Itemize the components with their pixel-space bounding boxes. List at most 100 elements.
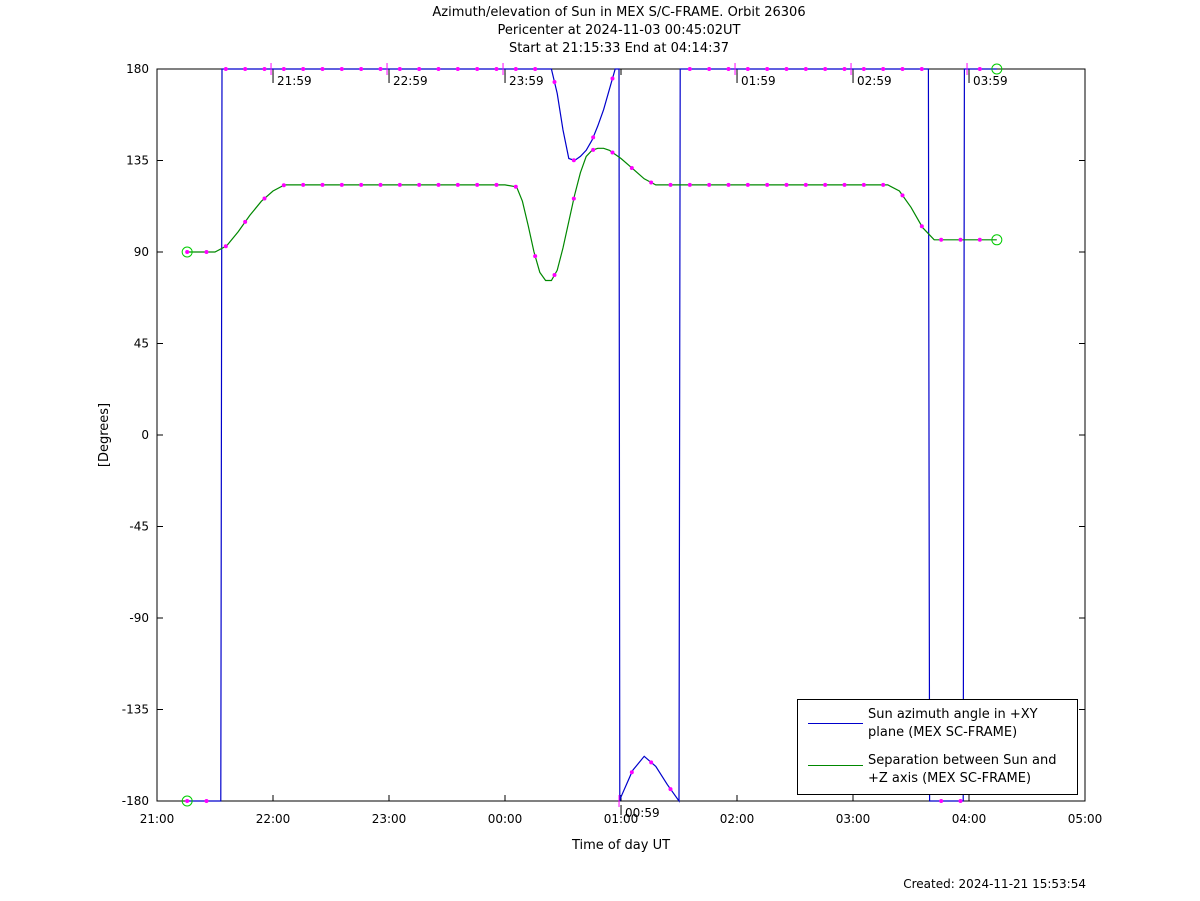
data-point-azimuth <box>436 67 441 71</box>
data-point-separation <box>919 224 924 229</box>
y-tick-label: 180 <box>126 62 149 76</box>
data-point-azimuth <box>745 67 750 71</box>
data-point-azimuth <box>185 799 190 803</box>
x-tick-label: 23:00 <box>372 812 407 826</box>
data-point-azimuth <box>765 67 770 71</box>
data-point-azimuth <box>629 770 634 775</box>
endpoint-marker-separation <box>181 246 193 258</box>
legend-label-separation: Separation between Sun and +Z axis (MEX … <box>868 752 1068 788</box>
data-point-separation <box>281 183 286 188</box>
data-point-azimuth <box>881 67 886 71</box>
data-point-azimuth <box>803 67 808 71</box>
endpoint-marker-separation <box>991 234 1003 246</box>
x-tick-label: 01:00 <box>604 812 639 826</box>
data-point-azimuth <box>668 787 673 792</box>
legend-text-azimuth-1: Sun azimuth angle in +XY <box>868 707 1038 722</box>
data-point-azimuth <box>823 67 828 71</box>
hour-mark-label: 21:59 <box>277 74 312 88</box>
data-point-separation <box>494 182 499 187</box>
y-axis-label: [Degrees] <box>97 403 112 467</box>
data-point-azimuth <box>417 67 422 71</box>
hour-mark-label: 01:59 <box>741 74 776 88</box>
data-point-separation <box>397 182 402 187</box>
legend: Sun azimuth angle in +XY plane (MEX SC-F… <box>797 699 1078 795</box>
data-point-azimuth <box>204 799 209 803</box>
hour-mark-label: 00:59 <box>625 806 660 820</box>
data-point-azimuth <box>455 67 460 71</box>
data-point-azimuth <box>397 67 402 71</box>
data-point-azimuth <box>958 799 963 803</box>
data-point-separation <box>726 182 731 187</box>
data-point-azimuth <box>552 80 557 85</box>
x-tick-label: 03:00 <box>836 812 871 826</box>
data-point-azimuth <box>223 67 228 71</box>
legend-text-separation-1: Separation between Sun and <box>868 753 1057 768</box>
data-point-separation <box>378 182 383 187</box>
title-line-1: Azimuth/elevation of Sun in MEX S/C-FRAM… <box>432 5 806 20</box>
legend-swatch-separation <box>808 765 863 766</box>
data-point-azimuth <box>726 67 731 71</box>
data-point-separation <box>475 182 480 187</box>
y-tick-label: 135 <box>126 154 149 168</box>
data-point-azimuth <box>939 799 944 803</box>
data-point-azimuth <box>610 76 615 81</box>
data-point-separation <box>243 219 248 224</box>
data-point-separation <box>223 244 228 249</box>
data-point-separation <box>571 196 576 201</box>
data-point-azimuth <box>494 67 499 71</box>
data-point-azimuth <box>359 67 364 71</box>
data-point-separation <box>629 165 634 170</box>
data-point-separation <box>649 180 654 185</box>
data-point-separation <box>861 182 866 187</box>
data-point-azimuth <box>687 67 692 71</box>
data-point-azimuth <box>378 67 383 71</box>
series-line-azimuth <box>187 68 997 803</box>
data-point-azimuth <box>533 67 538 71</box>
data-point-separation <box>939 237 944 242</box>
data-point-azimuth <box>977 67 982 71</box>
data-point-separation <box>610 150 615 155</box>
data-point-separation <box>687 182 692 187</box>
legend-text-separation-2: +Z axis (MEX SC-FRAME) <box>868 771 1032 786</box>
data-point-azimuth <box>707 67 712 71</box>
data-point-separation <box>185 250 190 254</box>
data-point-separation <box>455 182 460 187</box>
data-point-azimuth <box>591 135 596 140</box>
data-point-separation <box>301 182 306 187</box>
data-point-separation <box>417 182 422 187</box>
data-point-azimuth <box>339 67 344 71</box>
data-point-separation <box>958 237 963 242</box>
endpoint-marker-azimuth <box>181 795 193 807</box>
data-point-azimuth <box>919 67 924 71</box>
data-point-separation <box>436 182 441 187</box>
hour-mark-label: 23:59 <box>509 74 544 88</box>
data-point-separation <box>533 254 538 259</box>
title-line-3: Start at 21:15:33 End at 04:14:37 <box>508 41 730 56</box>
x-axis-label: Time of day UT <box>571 838 670 853</box>
data-point-separation <box>977 237 982 242</box>
title-line-2: Pericenter at 2024-11-03 00:45:02UT <box>497 23 741 38</box>
x-tick-label: 05:00 <box>1068 812 1103 826</box>
data-point-separation <box>842 182 847 187</box>
data-point-separation <box>707 182 712 187</box>
data-point-separation <box>765 182 770 187</box>
data-point-azimuth <box>900 67 905 71</box>
hour-mark-label: 22:59 <box>393 74 428 88</box>
data-point-separation <box>803 182 808 187</box>
data-point-azimuth <box>281 67 286 71</box>
y-tick-label: -135 <box>122 703 149 717</box>
data-point-azimuth <box>243 67 248 71</box>
legend-swatch-azimuth <box>808 723 863 724</box>
y-tick-label: -45 <box>129 520 149 534</box>
data-point-azimuth <box>784 67 789 71</box>
data-point-separation <box>900 193 905 198</box>
data-point-azimuth <box>571 158 576 163</box>
y-tick-label: 45 <box>134 337 149 351</box>
data-point-azimuth <box>320 67 325 71</box>
data-point-azimuth <box>475 67 480 71</box>
data-point-azimuth <box>301 67 306 71</box>
x-tick-label: 22:00 <box>256 812 291 826</box>
data-point-azimuth <box>513 67 518 71</box>
data-point-azimuth <box>861 67 866 71</box>
